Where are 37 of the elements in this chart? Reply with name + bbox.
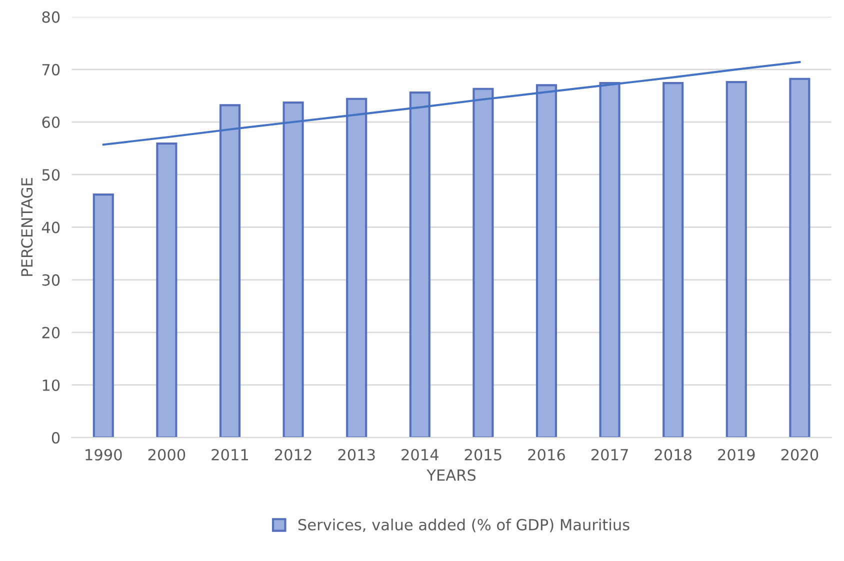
y-tick-label: 80 [42, 11, 60, 23]
x-tick-label: 2020 [781, 448, 818, 461]
bar [472, 88, 494, 438]
y-tick-label: 30 [42, 274, 60, 286]
x-tick-label: 2011 [212, 448, 248, 461]
x-tick-label: 2017 [591, 448, 628, 461]
bar [599, 82, 620, 438]
bar [92, 194, 114, 438]
x-tick-label: 2016 [528, 448, 565, 461]
y-tick-label: 70 [42, 64, 60, 76]
y-tick-label: 50 [42, 169, 60, 181]
y-axis-title: PERCENTAGE [21, 178, 33, 276]
x-tick-label: 2018 [654, 448, 692, 461]
y-tick-label: 0 [52, 432, 60, 444]
x-tick-label: 2012 [274, 448, 312, 461]
x-tick-label: 2000 [148, 448, 186, 461]
line-series [102, 61, 801, 146]
bar [409, 92, 430, 438]
y-tick-label: 40 [42, 222, 60, 234]
x-tick-label: 2015 [464, 448, 502, 461]
y-tick-label: 10 [42, 379, 60, 392]
legend-label: Services, value added (% of GDP) Mauritius [298, 518, 630, 532]
x-axis-title: YEARS [426, 469, 476, 481]
bar [726, 81, 747, 438]
bar [346, 98, 368, 438]
x-tick-label: 2013 [338, 448, 375, 461]
x-tick-label: 2019 [718, 448, 755, 461]
bar [662, 82, 684, 438]
x-tick-label: 1990 [86, 448, 122, 461]
y-tick-label: 60 [42, 116, 60, 128]
bar [156, 142, 178, 438]
bar [536, 84, 558, 438]
bar [789, 78, 810, 438]
bar [282, 102, 304, 438]
y-tick-label: 20 [42, 326, 60, 338]
x-tick-label: 2014 [402, 448, 438, 461]
bar [219, 104, 241, 438]
